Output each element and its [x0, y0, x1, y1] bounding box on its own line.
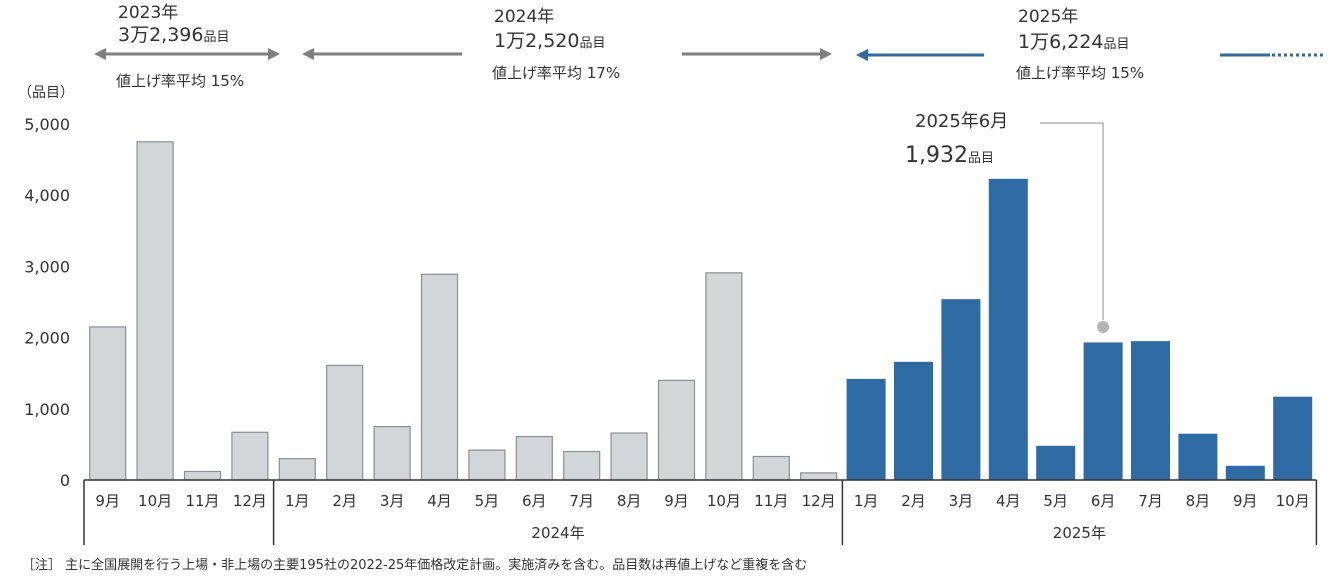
- arrowhead-left: [94, 48, 106, 60]
- bar: [894, 361, 933, 480]
- x-tick-label: 2月: [901, 492, 926, 510]
- summary-rate: 値上げ率平均 17%: [492, 64, 620, 82]
- annotation-value: 1,932品目: [905, 143, 994, 168]
- bar: [515, 435, 553, 481]
- x-tick-label: 11月: [185, 492, 219, 510]
- x-tick-label: 10月: [1276, 492, 1310, 510]
- footnote: ［注］ 主に全国展開を行う上場・非上場の主要195社の2022-25年価格改定計…: [22, 557, 807, 573]
- summary-rate: 値上げ率平均 15%: [1016, 64, 1144, 82]
- bar: [1178, 433, 1218, 480]
- bar: [563, 450, 601, 481]
- x-tick-label: 2月: [332, 492, 357, 510]
- y-tick-label: 4,000: [24, 186, 70, 205]
- x-tick-label: 5月: [1043, 492, 1068, 510]
- arrowhead-left: [856, 49, 868, 61]
- y-tick-label: 5,000: [24, 115, 70, 134]
- bar: [278, 458, 316, 481]
- bar: [136, 141, 174, 481]
- bar: [231, 431, 269, 481]
- bar: [941, 299, 981, 480]
- x-group-label: 2024年: [531, 524, 584, 542]
- x-tick-label: 1月: [285, 492, 310, 510]
- x-tick-label: 10月: [707, 492, 741, 510]
- x-tick-label: 12月: [233, 492, 267, 510]
- x-tick-label: 5月: [475, 492, 500, 510]
- x-tick-label: 11月: [754, 492, 788, 510]
- summary-count: 3万2,396品目: [118, 24, 230, 46]
- x-tick-label: 6月: [522, 492, 547, 510]
- x-tick-label: 12月: [802, 492, 836, 510]
- x-tick-label: 9月: [664, 492, 689, 510]
- bar: [1131, 341, 1170, 480]
- bar: [1225, 465, 1265, 480]
- bar: [326, 364, 364, 481]
- bar: [800, 472, 838, 481]
- bar: [846, 378, 886, 480]
- y-tick-label: 0: [60, 471, 70, 490]
- y-axis-label: （品目）: [18, 85, 74, 101]
- x-tick-label: 8月: [617, 492, 642, 510]
- x-tick-label: 4月: [427, 492, 452, 510]
- bar: [988, 178, 1028, 480]
- bar: [657, 379, 696, 481]
- bar: [1036, 445, 1076, 480]
- arrowhead-right: [268, 48, 280, 60]
- bar: [420, 273, 459, 481]
- y-tick-label: 2,000: [24, 329, 70, 348]
- bar: [89, 326, 127, 481]
- summary-year: 2023年: [118, 3, 178, 23]
- x-tick-label: 9月: [1233, 492, 1258, 510]
- summary-year: 2025年: [1018, 7, 1078, 27]
- summary-count: 1万6,224品目: [1018, 31, 1130, 53]
- bar: [468, 449, 506, 481]
- arrowhead-right: [820, 48, 832, 60]
- y-tick-label: 1,000: [24, 400, 70, 419]
- annotation-dot: [1097, 321, 1110, 333]
- bar: [1273, 396, 1313, 480]
- annotation-leader: [1040, 122, 1104, 320]
- bar: [373, 426, 411, 481]
- x-tick-label: 10月: [138, 492, 172, 510]
- x-tick-label: 6月: [1091, 492, 1116, 510]
- x-tick-label: 3月: [949, 492, 974, 510]
- x-tick-label: 9月: [95, 492, 120, 510]
- arrowhead-left: [302, 48, 314, 60]
- y-tick-label: 3,000: [24, 257, 70, 276]
- x-tick-label: 4月: [996, 492, 1021, 510]
- x-tick-label: 7月: [1138, 492, 1163, 510]
- summary-rate: 値上げ率平均 15%: [116, 72, 244, 90]
- bar: [1083, 342, 1123, 480]
- annotation-label: 2025年6月: [915, 111, 1008, 132]
- bar: [610, 432, 648, 481]
- x-tick-label: 8月: [1186, 492, 1211, 510]
- bar: [705, 272, 743, 481]
- bar: [183, 470, 222, 481]
- x-tick-label: 1月: [854, 492, 879, 510]
- summary-year: 2024年: [494, 7, 554, 27]
- x-tick-label: 7月: [569, 492, 594, 510]
- x-group-label: 2025年: [1053, 524, 1106, 542]
- summary-count: 1万2,520品目: [494, 30, 606, 52]
- bar: [752, 455, 790, 481]
- x-tick-label: 3月: [380, 492, 405, 510]
